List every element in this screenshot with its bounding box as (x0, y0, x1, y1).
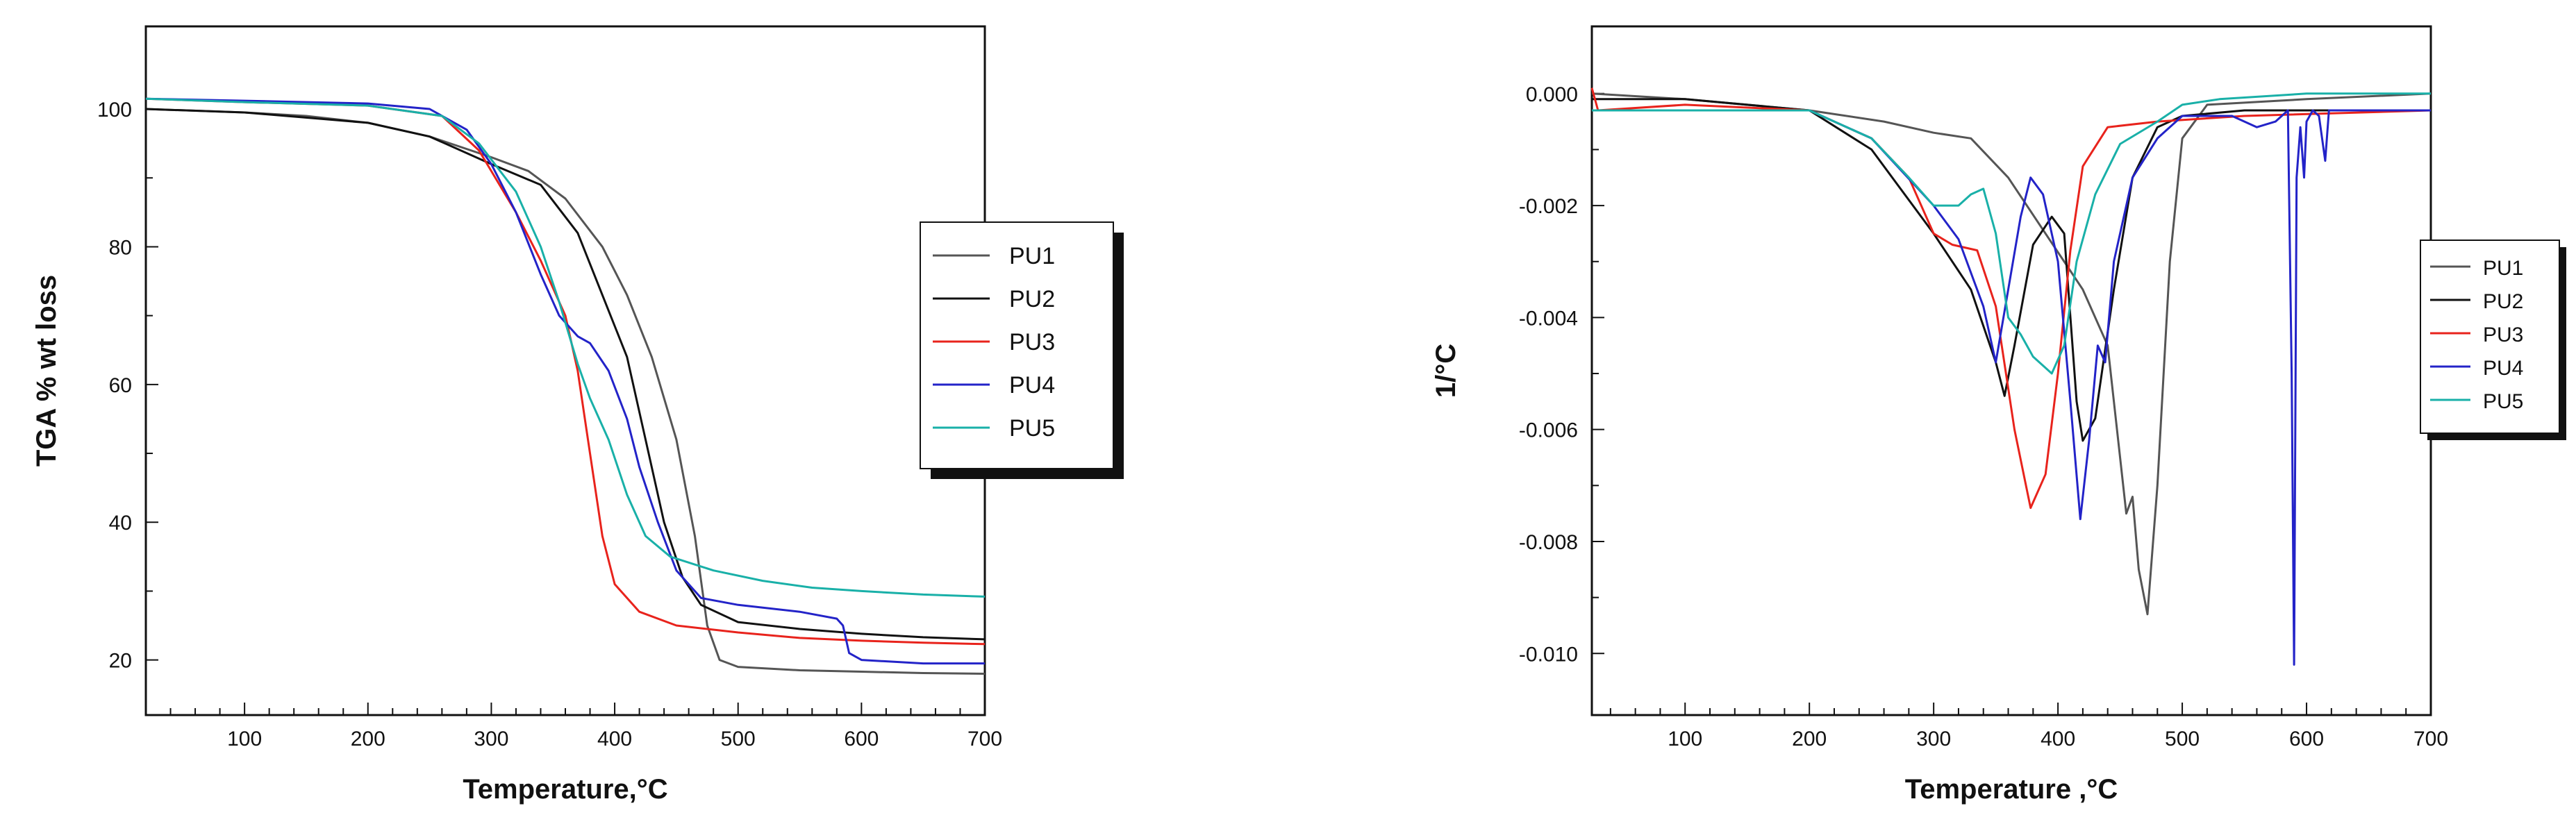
y-tick-label: -0.006 (1519, 419, 1578, 442)
x-tick-label: 300 (1916, 728, 1951, 750)
series-lines (145, 97, 986, 675)
y-tick-label: 60 (109, 374, 132, 397)
y-tick-label: -0.010 (1519, 643, 1578, 666)
series-line-pu2 (1592, 98, 2431, 442)
plot-frame (144, 25, 986, 716)
legend-label: PU4 (1009, 372, 1055, 398)
tick-marks (145, 108, 986, 715)
x-tick-label: 500 (721, 728, 756, 750)
x-tick-label: 500 (2165, 728, 2200, 750)
series-line-pu1 (1591, 92, 2432, 616)
y-tick-label: 100 (97, 99, 132, 121)
y-tick-label: 20 (109, 650, 132, 673)
legend-label: PU2 (1009, 286, 1055, 312)
y-tick-labels: 20 40 60 80 100 (97, 99, 132, 673)
x-tick-label: 600 (2289, 728, 2324, 750)
y-tick-label: 80 (109, 236, 132, 259)
y-axis-title: TGA % wt loss (31, 275, 62, 467)
y-axis-title: 1/°C (1431, 344, 1461, 398)
legend-entries: PU1 PU2 PU3 PU4 PU5 (933, 243, 1055, 442)
y-tick-label: 0.000 (1526, 83, 1578, 106)
legend-label: PU5 (2483, 390, 2523, 413)
tga-chart: 100 200 300 400 500 600 700 20 40 60 80 100 Temper… (31, 25, 1124, 805)
series-line-pu4 (145, 97, 985, 665)
legend-entries: PU1 PU2 PU3 PU4 PU5 (2430, 257, 2523, 413)
plot-frame (1590, 25, 2432, 716)
dtg-chart: 100 200 300 400 500 600 700 0.000 -0.002 -0.004 -… (1431, 25, 2566, 805)
x-axis-title: Temperature ,°C (1905, 774, 2118, 805)
series-line-pu5 (145, 97, 986, 598)
series-line-pu4 (1592, 109, 2431, 666)
series-lines (1590, 87, 2432, 666)
legend-box (2420, 240, 2560, 434)
x-tick-label: 400 (597, 728, 632, 750)
legend-label: PU1 (1009, 243, 1055, 269)
series-line-pu1 (145, 108, 986, 675)
tick-marks (1592, 92, 2432, 715)
legend-label: PU5 (1009, 415, 1055, 442)
x-tick-labels: 100 200 300 400 500 600 700 (1668, 728, 2448, 750)
legend: PU1 PU2 PU3 PU4 PU5 (2420, 240, 2566, 440)
y-tick-label: -0.004 (1519, 307, 1578, 330)
x-tick-label: 200 (1792, 728, 1827, 750)
x-tick-label: 600 (844, 728, 879, 750)
x-tick-label: 200 (351, 728, 385, 750)
x-tick-label: 300 (474, 728, 508, 750)
legend-label: PU3 (1009, 329, 1055, 355)
legend-label: PU2 (2483, 290, 2523, 313)
legend-label: PU4 (2483, 357, 2523, 380)
legend: PU1 PU2 PU3 PU4 PU5 (920, 221, 1124, 479)
y-tick-labels: 0.000 -0.002 -0.004 -0.006 -0.008 -0.010 (1519, 83, 1578, 666)
x-axis-title: Temperature,°C (463, 774, 667, 805)
x-tick-label: 700 (2413, 728, 2448, 750)
x-tick-label: 100 (227, 728, 262, 750)
series-line-pu5 (1592, 92, 2431, 375)
x-tick-labels: 100 200 300 400 500 600 700 (227, 728, 1002, 750)
x-tick-label: 700 (967, 728, 1002, 750)
y-tick-label: -0.008 (1519, 531, 1578, 554)
y-tick-label: -0.002 (1519, 195, 1578, 218)
series-line-pu3 (145, 97, 986, 646)
series-line-pu2 (145, 108, 986, 641)
legend-label: PU1 (2483, 257, 2523, 280)
x-tick-label: 100 (1668, 728, 1702, 750)
legend-label: PU3 (2483, 324, 2523, 346)
y-tick-label: 40 (109, 512, 132, 535)
x-tick-label: 400 (2041, 728, 2075, 750)
